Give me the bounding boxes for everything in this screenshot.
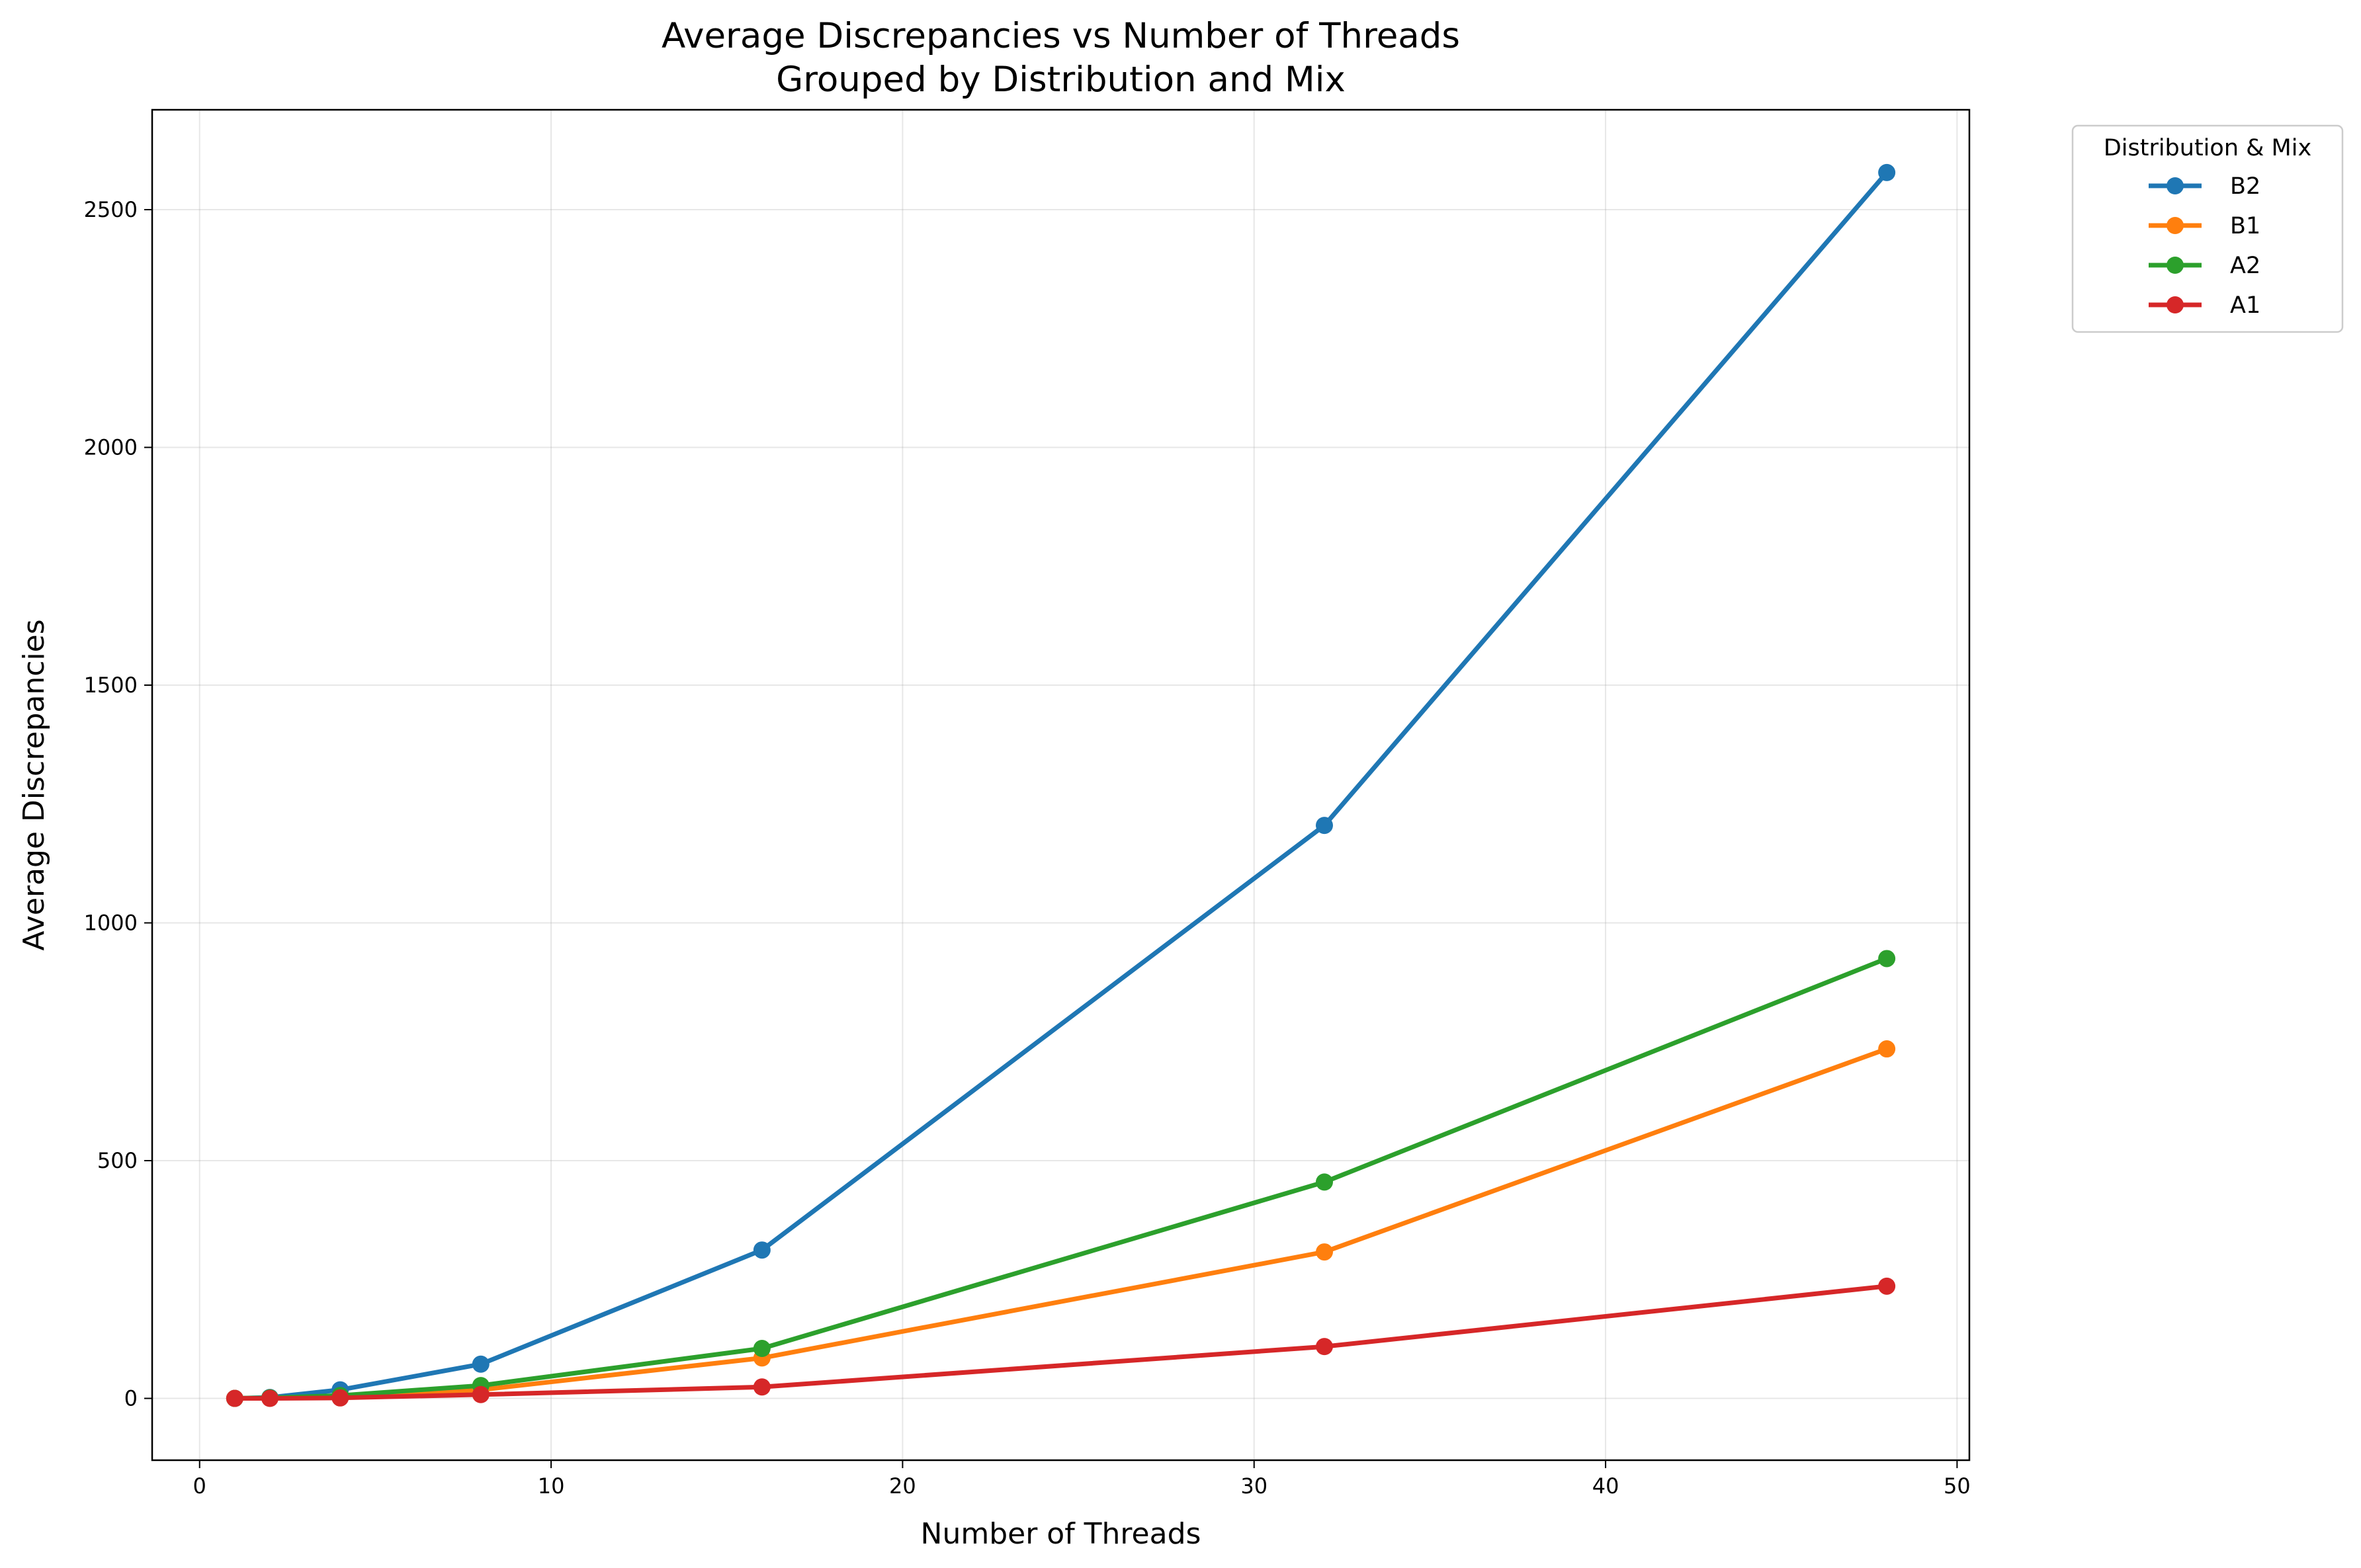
legend-swatch-marker [2167, 177, 2184, 194]
series-b2 [226, 163, 1896, 1407]
y-tick-label: 1500 [84, 673, 138, 698]
data-point [1878, 1040, 1896, 1058]
data-point [1316, 1173, 1334, 1191]
x-tick-label: 30 [1240, 1473, 1267, 1499]
legend-items: B2 B1 A2 A1 [2149, 173, 2260, 319]
y-tick-label: 2500 [84, 197, 138, 222]
series-group [226, 163, 1896, 1407]
x-tick-label: 10 [538, 1473, 565, 1499]
series-a2 [226, 950, 1896, 1407]
legend-label: A2 [2230, 253, 2260, 279]
series-a1 [226, 1277, 1896, 1407]
data-point [472, 1385, 490, 1403]
y-axis-label: Average Discrepancies [17, 619, 51, 950]
legend-label: B2 [2230, 173, 2260, 200]
data-point [753, 1241, 771, 1259]
data-point [1878, 950, 1896, 968]
y-tick-label: 2000 [84, 435, 138, 460]
data-point [472, 1355, 490, 1373]
legend-item-b1: B1 [2149, 213, 2260, 239]
data-point [331, 1389, 349, 1407]
legend-item-a1: A1 [2149, 292, 2260, 319]
x-tick-label: 50 [1944, 1473, 1971, 1499]
legend-swatch-marker [2167, 217, 2184, 234]
series-line [232, 170, 1889, 1401]
y-axis-ticks: 0 500 1000 1500 2000 2500 [84, 197, 152, 1411]
chart-subtitle: Grouped by Distribution and Mix [776, 60, 1346, 100]
x-tick-label: 20 [889, 1473, 916, 1499]
legend-label: B1 [2230, 213, 2260, 239]
legend-box [2071, 124, 2344, 333]
x-tick-label: 40 [1592, 1473, 1619, 1499]
legend: Distribution & Mix B2 B1 A2 A1 [2071, 124, 2344, 333]
x-tick-label: 0 [193, 1473, 206, 1499]
chart-title: Average Discrepancies vs Number of Threa… [662, 16, 1460, 56]
legend-title: Distribution & Mix [2104, 135, 2311, 161]
data-point [1316, 1243, 1334, 1261]
plot-frame [151, 108, 1971, 1462]
data-point [1878, 1277, 1896, 1295]
x-axis-ticks: 0 10 20 30 40 50 [193, 1460, 1971, 1499]
data-point [1316, 1338, 1334, 1356]
legend-item-b2: B2 [2149, 173, 2260, 200]
x-axis-label: Number of Threads [921, 1517, 1201, 1551]
data-point [753, 1340, 771, 1358]
data-point [1316, 817, 1334, 835]
legend-swatch-marker [2167, 257, 2184, 274]
grid [152, 110, 1969, 1460]
legend-label: A1 [2230, 292, 2260, 319]
legend-swatch-marker [2167, 296, 2184, 313]
series-line [232, 1046, 1889, 1401]
legend-item-a2: A2 [2149, 253, 2260, 279]
data-point [261, 1389, 279, 1407]
data-point [753, 1378, 771, 1396]
data-point [1878, 163, 1896, 181]
y-tick-label: 1000 [84, 911, 138, 936]
series-b1 [226, 1040, 1896, 1407]
data-point [226, 1389, 243, 1407]
y-tick-label: 0 [124, 1386, 138, 1411]
y-tick-label: 500 [97, 1148, 138, 1173]
